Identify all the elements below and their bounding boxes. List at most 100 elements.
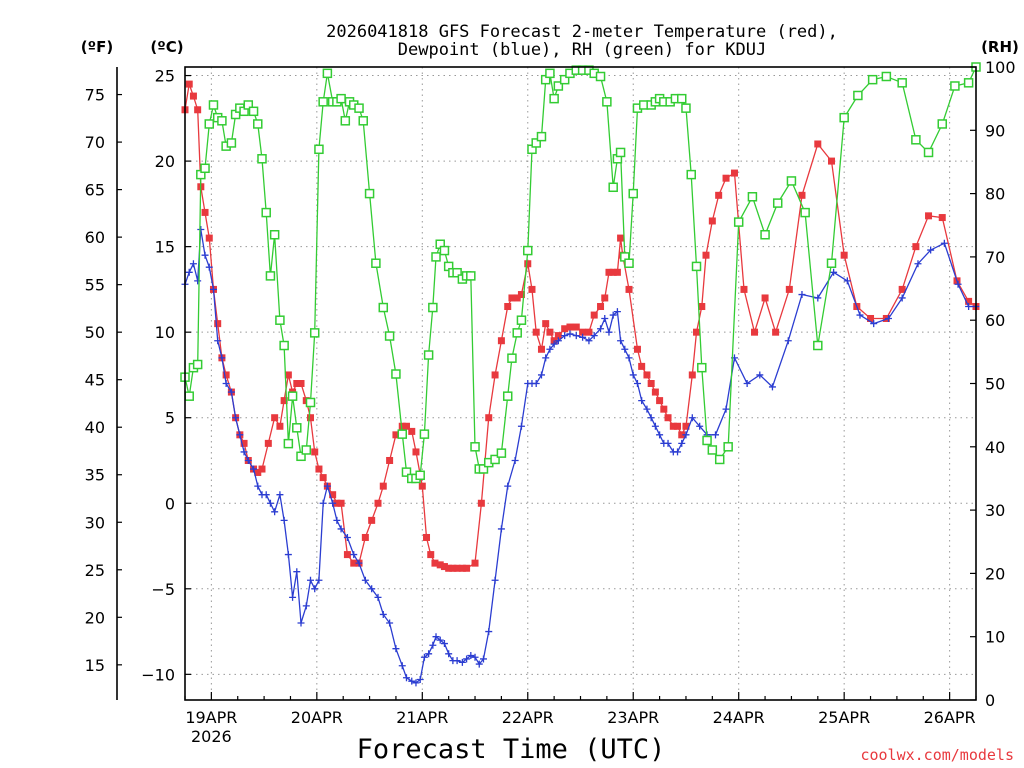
- chart-grid: [185, 67, 976, 700]
- temperature-point: [546, 328, 554, 336]
- celsius-tick-label: 15: [155, 238, 175, 257]
- dewpoint-point: [927, 246, 935, 254]
- rh-point: [676, 93, 687, 104]
- temperature-point: [740, 285, 748, 293]
- rh-point: [314, 144, 324, 155]
- dewpoint-point: [554, 337, 562, 345]
- temperature-point: [337, 499, 345, 507]
- temperature-point: [427, 551, 435, 559]
- rh-point: [723, 442, 733, 452]
- dewpoint-point: [467, 652, 475, 660]
- temperature-point: [361, 533, 369, 541]
- chart-title-line-1: 2026041818 GFS Forecast 2-meter Temperat…: [326, 22, 838, 42]
- rh-tick-label: 70: [985, 248, 1005, 267]
- fahrenheit-unit-label: (ºF): [81, 38, 113, 56]
- temperature-point: [254, 468, 262, 476]
- chart-title-line-2: Dewpoint (blue), RH (green) for KDUJ: [398, 40, 766, 60]
- dewpoint-point: [856, 311, 864, 319]
- temperature-point: [814, 140, 822, 148]
- rh-point: [226, 138, 237, 148]
- temperature-point: [601, 294, 609, 302]
- fahrenheit-tick-label: 60: [85, 228, 105, 247]
- temperature-point: [315, 465, 323, 473]
- rh-point: [466, 271, 476, 281]
- series-line: [184, 66, 977, 480]
- rh-point: [452, 267, 462, 278]
- temperature-point: [682, 422, 690, 430]
- rh-point: [760, 229, 770, 240]
- dewpoint-point: [546, 345, 554, 353]
- rh-point: [950, 81, 960, 91]
- rh-point: [733, 217, 744, 227]
- temperature-point: [597, 303, 605, 311]
- rh-point: [523, 245, 533, 256]
- rh-point: [702, 435, 712, 446]
- rh-point: [545, 68, 555, 79]
- dewpoint-point: [711, 431, 719, 439]
- temperature-point: [785, 285, 793, 293]
- rh-point: [204, 119, 215, 129]
- dewpoint-point: [617, 337, 625, 345]
- dewpoint-point: [240, 448, 248, 456]
- dewpoint-point: [585, 337, 593, 345]
- celsius-tick-label: 20: [155, 152, 175, 171]
- dewpoint-point: [284, 551, 292, 559]
- rh-point: [536, 131, 547, 142]
- rh-point: [279, 340, 289, 351]
- temperature-point: [398, 422, 406, 430]
- dewpoint-point: [678, 439, 686, 447]
- temperature-point: [284, 371, 292, 379]
- rh-point: [602, 97, 612, 107]
- dewpoint-point: [625, 354, 633, 362]
- dewpoint-point: [205, 263, 213, 271]
- temperature-point: [458, 564, 466, 572]
- temperature-point: [264, 439, 272, 447]
- rh-point: [697, 362, 707, 373]
- x-tick-label: 24APR: [713, 708, 765, 727]
- rh-point: [423, 350, 434, 360]
- temperature-point: [867, 314, 875, 322]
- temperature-point: [463, 564, 471, 572]
- temperature-point: [542, 320, 550, 328]
- dewpoint-point: [189, 260, 197, 268]
- rh-point: [287, 391, 298, 401]
- dewpoint-point: [350, 551, 358, 559]
- rh-point: [615, 147, 626, 158]
- credit-link[interactable]: coolwx.com/models: [860, 746, 1014, 764]
- celsius-tick-label: 0: [165, 494, 175, 513]
- dewpoint-point: [768, 383, 776, 391]
- temperature-point: [333, 499, 341, 507]
- dewpoint-point: [756, 371, 764, 379]
- rh-point: [401, 467, 412, 477]
- temperature-point: [258, 465, 266, 473]
- rh-tick-label: 30: [985, 501, 1005, 520]
- dewpoint-point: [398, 662, 406, 670]
- temperature-point: [669, 422, 677, 430]
- rh-point: [691, 261, 702, 272]
- dewpoint-point: [227, 388, 235, 396]
- dewpoint-point: [289, 593, 297, 601]
- rh-point: [470, 442, 480, 452]
- rh-point: [431, 252, 441, 262]
- rh-point: [867, 74, 878, 85]
- fahrenheit-tick-label: 55: [85, 276, 105, 295]
- celsius-unit-label: (ºC): [150, 38, 183, 56]
- temperature-point: [449, 564, 457, 572]
- temperature-point: [674, 422, 682, 430]
- dewpoint-point: [209, 285, 217, 293]
- fahrenheit-tick-label: 25: [85, 561, 105, 580]
- dewpoint-point: [485, 628, 493, 636]
- rh-point: [628, 188, 638, 199]
- dewpoint-point: [214, 337, 222, 345]
- x-tick-label: 19APR: [185, 708, 237, 727]
- rh-point: [595, 71, 606, 82]
- dewpoint-point: [511, 456, 519, 464]
- temperature-point: [189, 92, 197, 100]
- temperature-point: [491, 371, 499, 379]
- dewpoint-point: [843, 277, 851, 285]
- temperature-point: [386, 456, 394, 464]
- dewpoint-point: [297, 619, 305, 627]
- rh-point: [301, 445, 312, 455]
- rh-point: [772, 198, 783, 208]
- rh-tick-label: 60: [985, 311, 1005, 330]
